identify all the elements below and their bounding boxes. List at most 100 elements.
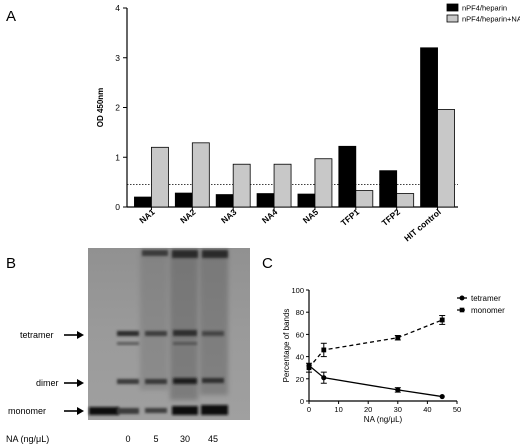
gel-band-faint — [117, 342, 139, 345]
point-tetramer — [395, 387, 401, 393]
c-y-tick-label: 100 — [291, 286, 304, 295]
gel-well — [142, 250, 168, 256]
series-line-tetramer — [308, 364, 443, 398]
y-axis-title: OD 450nm — [96, 88, 105, 128]
bar-nPF4-heparin — [420, 47, 438, 208]
gel-label-dimer: dimer — [36, 378, 59, 388]
bar-nPF4-heparin — [256, 193, 275, 208]
bar-nPF4-heparin — [174, 192, 193, 208]
y-tick-label: 2 — [115, 103, 120, 113]
c-y-tick-label: 60 — [296, 330, 304, 339]
c-legend-label: monomer — [471, 306, 505, 315]
bar-nPF4-heparin — [338, 145, 357, 208]
gel-band-tetramer — [202, 331, 224, 336]
point-monomer — [439, 317, 445, 323]
panel-c-letter: C — [262, 255, 273, 272]
c-legend-label: tetramer — [471, 294, 501, 303]
y-tick-label: 0 — [115, 202, 120, 212]
point-monomer — [321, 347, 327, 353]
bar-nPF4-heparin-NA — [191, 142, 210, 208]
c-x-tick-label: 0 — [307, 405, 311, 414]
bar-nPF4-heparin-NA — [232, 163, 251, 208]
bar-chart-panel-a: 0 1 2 3 4 OD 450nm NA1 NA2 NA3 NA4 NA5 TFP1 TFP2 HIT … — [96, 3, 520, 243]
gel-label-tetramer: tetramer — [20, 330, 54, 340]
c-x-axis-title: NA (ng/μL) — [364, 415, 403, 424]
bar-nPF4-heparin — [134, 196, 152, 208]
gel-smear-lane-2 — [140, 250, 168, 390]
bar-nPF4-heparin — [297, 193, 316, 208]
c-y-tick-label: 40 — [296, 353, 304, 362]
gel-smear-lane-4 — [200, 250, 228, 395]
bar-nPF4-heparin-NA — [437, 109, 455, 208]
gel-band-dimer — [202, 378, 224, 383]
y-tick-label: 1 — [115, 152, 120, 162]
gel-band-dimer — [145, 379, 167, 384]
c-x-tick-label: 30 — [394, 405, 402, 414]
gel-smear-lane-3 — [170, 250, 198, 400]
category-label: TFP1 — [339, 207, 362, 228]
category-label: TFP2 — [380, 207, 403, 228]
gel-well — [172, 250, 198, 258]
gel-band-monomer-marker — [89, 407, 119, 415]
category-label: NA4 — [260, 207, 280, 226]
arrow-monomer — [64, 407, 84, 415]
legend-swatch — [446, 14, 459, 23]
category-label: HIT control — [402, 207, 443, 243]
point-monomer — [306, 365, 312, 371]
gel-x-title: NA (ng/μL) — [6, 434, 49, 444]
c-y-tick-label: 80 — [296, 308, 304, 317]
c-legend-marker — [459, 307, 465, 313]
bar-nPF4-heparin-NA — [151, 146, 169, 208]
gel-lane-label: 45 — [208, 434, 218, 444]
gel-band-monomer — [145, 408, 167, 413]
category-label: NA5 — [301, 207, 321, 226]
legend-label: nPF4/heparin — [462, 4, 507, 13]
c-y-tick-label: 20 — [296, 375, 304, 384]
gel-band-tetramer — [145, 331, 167, 336]
y-tick-label: 3 — [115, 53, 120, 63]
gel-band-tetramer — [173, 330, 197, 336]
c-x-tick-label: 10 — [334, 405, 342, 414]
point-tetramer — [439, 393, 445, 400]
gel-band-dimer — [173, 378, 197, 384]
arrow-tetramer — [64, 331, 84, 339]
gel-well — [202, 250, 228, 258]
c-x-tick-label: 50 — [453, 405, 461, 414]
category-label: NA2 — [178, 207, 198, 226]
gel-band-monomer — [172, 406, 198, 415]
c-legend-marker — [459, 295, 465, 301]
legend-label: nPF4/heparin+NA — [462, 15, 520, 24]
c-y-tick-label: 0 — [300, 397, 304, 406]
gel-lane-label: 5 — [153, 434, 158, 444]
point-tetramer — [321, 375, 327, 381]
c-x-tick-label: 20 — [364, 405, 372, 414]
category-label: NA3 — [219, 207, 239, 226]
gel-band-monomer — [117, 408, 139, 414]
point-monomer — [395, 335, 401, 341]
gel-band-monomer — [201, 405, 228, 415]
bar-nPF4-heparin — [379, 170, 398, 208]
gel-lane-label: 30 — [180, 434, 190, 444]
legend-swatch — [446, 3, 459, 12]
y-tick-label: 4 — [115, 3, 120, 13]
bar-nPF4-heparin-NA — [355, 190, 374, 208]
gel-lane-label: 0 — [125, 434, 130, 444]
arrow-dimer — [64, 379, 84, 387]
line-chart-panel-c: 0 20 40 60 80 100 0 10 20 30 40 50 NA (ng/μL) Percent… — [282, 286, 505, 424]
panel-b-letter: B — [6, 255, 17, 272]
series-line-monomer — [308, 319, 443, 369]
gel-band-tetramer — [117, 331, 139, 336]
bar-nPF4-heparin — [215, 194, 234, 208]
bar-nPF4-heparin-NA — [396, 193, 415, 208]
gel-image-panel-b: tetramer dimer monomer NA (ng/μL) 0 5 30… — [6, 248, 250, 444]
bar-nPF4-heparin-NA — [273, 163, 292, 208]
c-y-axis-title: Percentage of bands — [282, 309, 291, 383]
bar-nPF4-heparin-NA — [314, 158, 333, 208]
gel-band-faint — [173, 342, 197, 345]
c-x-tick-label: 40 — [423, 405, 431, 414]
gel-label-monomer: monomer — [8, 406, 46, 416]
panel-a-letter: A — [6, 8, 17, 25]
category-label: NA1 — [137, 207, 157, 226]
gel-band-dimer — [117, 379, 139, 384]
